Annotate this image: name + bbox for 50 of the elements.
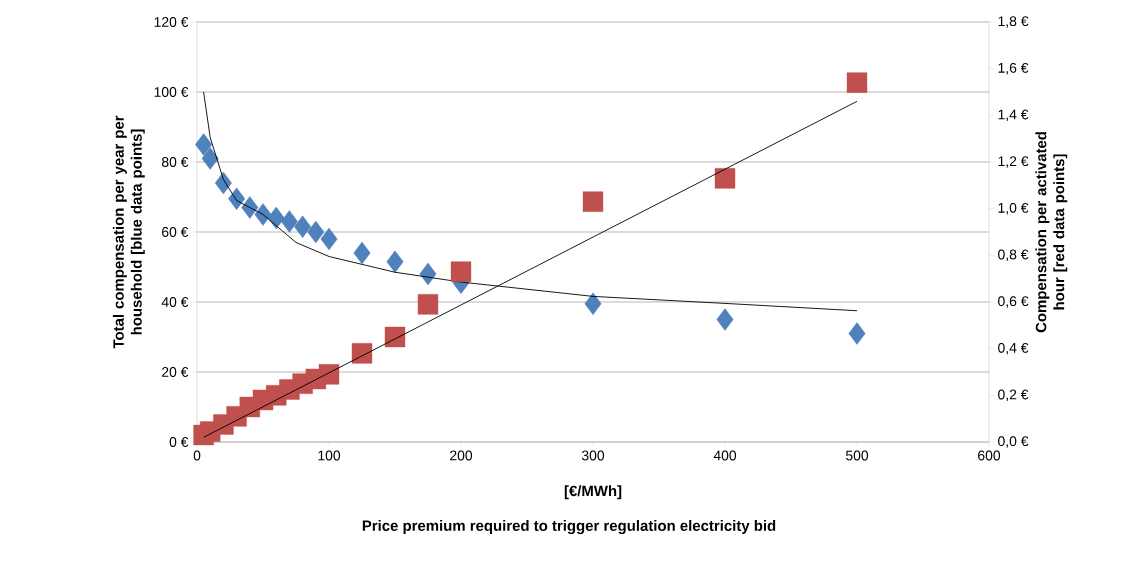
point	[714, 168, 736, 189]
y2-tick-label: 1,2 €	[998, 156, 1029, 168]
point	[195, 133, 213, 156]
text: Price premium required to trigger regulation electricity bid	[362, 520, 776, 534]
point	[417, 294, 439, 315]
y-tick-label: 120 €	[154, 17, 189, 27]
y2-tick-label: 1,0 €	[998, 202, 1029, 215]
x-tick-label: 600	[978, 450, 1001, 461]
point	[318, 364, 340, 385]
y2-tick-label: 0,4 €	[998, 342, 1029, 355]
y2-tick-label: 0,2 €	[998, 389, 1029, 402]
point	[384, 326, 406, 348]
point	[582, 191, 604, 212]
point	[386, 250, 404, 273]
y2-tick-label: 1,8 €	[998, 16, 1029, 28]
y2-tick-label: 1,6 €	[998, 62, 1029, 75]
y2-tick-label: 0,6 €	[998, 296, 1029, 308]
point	[351, 343, 373, 364]
y2-axis-title: Compensation per activated hour [red data points]	[1035, 132, 1068, 333]
point	[848, 322, 866, 345]
y-tick-label: 100 €	[154, 87, 189, 97]
point	[228, 187, 246, 210]
x-tick-label: 400	[713, 450, 737, 461]
x-tick-label: 300	[581, 450, 605, 461]
point	[201, 147, 219, 170]
x-tick-label: 500	[845, 450, 869, 461]
point	[294, 215, 312, 238]
y2-tick-label: 0,0 €	[998, 436, 1029, 448]
x-tick-label: 100	[318, 450, 341, 461]
y-tick-label: 80 €	[161, 157, 189, 167]
y2-tick-label: 0,8 €	[998, 249, 1029, 262]
point	[584, 292, 602, 315]
y-tick-label: 60 €	[162, 227, 189, 237]
y-tick-label: 0 €	[169, 437, 189, 447]
x-tick-label: 0	[193, 450, 201, 461]
point	[307, 220, 325, 244]
point	[450, 261, 472, 282]
point	[241, 196, 259, 219]
y-tick-label: 20 €	[162, 367, 189, 377]
point	[846, 72, 868, 93]
point	[419, 262, 437, 286]
x-tick-label: 200	[450, 450, 473, 461]
x-axis-title: [€/MWh]	[564, 485, 622, 500]
point	[716, 308, 734, 331]
y2-tick-label: 1,4 €	[998, 109, 1029, 122]
point	[320, 227, 338, 251]
y-tick-label: 40 €	[161, 297, 189, 307]
y-axis-title: Total compensation per year per household [blue data points]	[112, 115, 145, 349]
point	[353, 241, 371, 265]
point	[280, 210, 298, 233]
